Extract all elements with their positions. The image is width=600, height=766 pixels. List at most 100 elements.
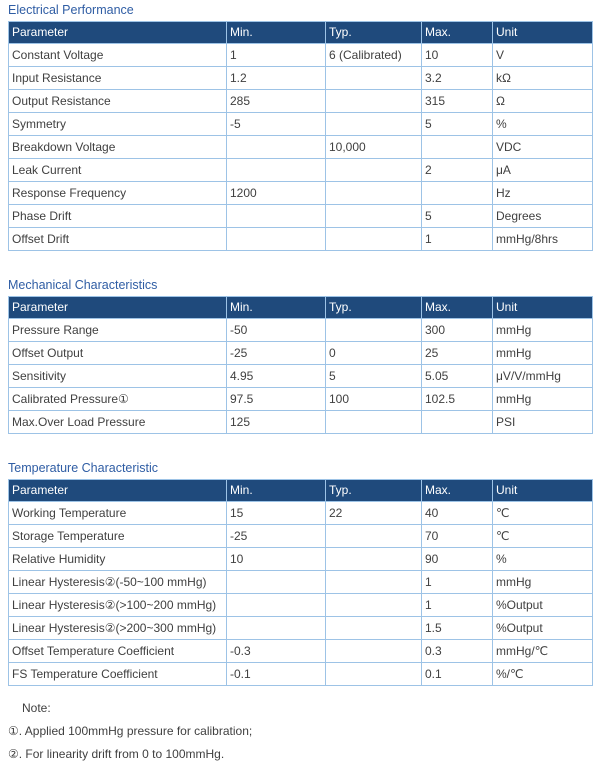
parameter-cell: Offset Output <box>8 341 227 365</box>
value-cell: 2 <box>421 158 493 182</box>
column-header-parameter: Parameter <box>8 479 227 502</box>
value-cell <box>226 204 326 228</box>
value-cell: 90 <box>421 547 493 571</box>
value-cell <box>325 318 422 342</box>
value-cell: 5 <box>325 364 422 388</box>
section-title: Temperature Characteristic <box>8 461 159 475</box>
value-cell: Degrees <box>492 204 593 228</box>
table-row: Sensitivity 4.95 5 5.05 μV/V/mmHg <box>8 364 593 388</box>
table-row: Symmetry -5 5% <box>8 112 593 136</box>
table-row: Response Frequency 1200 Hz <box>8 181 593 205</box>
column-header-typ: Typ. <box>325 479 422 502</box>
parameter-cell: Constant Voltage <box>8 43 227 67</box>
parameter-cell: Phase Drift <box>8 204 227 228</box>
section-title: Electrical Performance <box>8 3 134 17</box>
value-cell: μA <box>492 158 593 182</box>
value-cell: %Output <box>492 593 593 617</box>
value-cell: 4.95 <box>226 364 326 388</box>
value-cell: ℃ <box>492 524 593 548</box>
value-cell <box>325 89 422 113</box>
note-item-1: ①. Applied 100mmHg pressure for calibrat… <box>8 724 253 738</box>
table-row: FS Temperature Coefficient -0.1 0.1 %/℃ <box>8 662 593 686</box>
parameter-cell: Working Temperature <box>8 501 227 525</box>
value-cell <box>325 112 422 136</box>
parameter-cell: Linear Hysteresis②(>200~300 mmHg) <box>8 616 227 640</box>
value-cell <box>421 135 493 159</box>
table-row: Input Resistance 1.2 3.2 kΩ <box>8 66 593 90</box>
value-cell: V <box>492 43 593 67</box>
value-cell: mmHg/8hrs <box>492 227 593 251</box>
value-cell: 6 (Calibrated) <box>325 43 422 67</box>
value-cell: 0 <box>325 341 422 365</box>
value-cell: % <box>492 547 593 571</box>
value-cell <box>325 410 422 434</box>
table-row: Pressure Range -50 300 mmHg <box>8 318 593 342</box>
table-row: Phase Drift 5 Degrees <box>8 204 593 228</box>
value-cell: -25 <box>226 524 326 548</box>
parameter-cell: Breakdown Voltage <box>8 135 227 159</box>
value-cell: 102.5 <box>421 387 493 411</box>
table-row: Constant Voltage 1 6 (Calibrated) 10 V <box>8 43 593 67</box>
column-header-typ: Typ. <box>325 296 422 319</box>
value-cell: 1 <box>421 593 493 617</box>
value-cell: VDC <box>492 135 593 159</box>
value-cell <box>325 616 422 640</box>
value-cell: % <box>492 112 593 136</box>
value-cell: -0.1 <box>226 662 326 686</box>
table-row: Relative Humidity 10 90% <box>8 547 593 571</box>
parameter-cell: Sensitivity <box>8 364 227 388</box>
value-cell <box>325 66 422 90</box>
value-cell <box>325 227 422 251</box>
value-cell: mmHg <box>492 341 593 365</box>
value-cell: 1200 <box>226 181 326 205</box>
table-header-row: Parameter Min. Typ. Max. Unit <box>8 296 593 319</box>
table-row: Offset Output -25 0 25 mmHg <box>8 341 593 365</box>
parameter-cell: Storage Temperature <box>8 524 227 548</box>
value-cell: mmHg <box>492 318 593 342</box>
table-row: Linear Hysteresis②(>200~300 mmHg) 1.5 %Out… <box>8 616 593 640</box>
column-header-unit: Unit <box>492 479 593 502</box>
value-cell <box>226 158 326 182</box>
value-cell: 1.5 <box>421 616 493 640</box>
table-row: Leak Current 2 μA <box>8 158 593 182</box>
temperature-characteristic-table: Parameter Min. Typ. Max. Unit Working Te… <box>8 479 593 686</box>
column-header-max: Max. <box>421 479 493 502</box>
value-cell: 1 <box>226 43 326 67</box>
value-cell <box>226 227 326 251</box>
value-cell <box>325 524 422 548</box>
mechanical-characteristics-table: Parameter Min. Typ. Max. Unit Pressure R… <box>8 296 593 434</box>
value-cell: %Output <box>492 616 593 640</box>
parameter-cell: Pressure Range <box>8 318 227 342</box>
parameter-cell: Symmetry <box>8 112 227 136</box>
value-cell: 285 <box>226 89 326 113</box>
value-cell: 25 <box>421 341 493 365</box>
column-header-typ: Typ. <box>325 21 422 44</box>
parameter-cell: Calibrated Pressure① <box>8 387 227 411</box>
electrical-performance-table: Parameter Min. Typ. Max. Unit Constant V… <box>8 21 593 251</box>
table-row: Linear Hysteresis②(>100~200 mmHg) 1 %Outpu… <box>8 593 593 617</box>
value-cell: 10,000 <box>325 135 422 159</box>
value-cell: mmHg <box>492 570 593 594</box>
table-header-row: Parameter Min. Typ. Max. Unit <box>8 21 593 44</box>
value-cell: 0.3 <box>421 639 493 663</box>
value-cell <box>226 570 326 594</box>
value-cell: 5 <box>421 112 493 136</box>
value-cell <box>325 639 422 663</box>
parameter-cell: FS Temperature Coefficient <box>8 662 227 686</box>
column-header-parameter: Parameter <box>8 21 227 44</box>
value-cell: -0.3 <box>226 639 326 663</box>
value-cell: ℃ <box>492 501 593 525</box>
value-cell: Ω <box>492 89 593 113</box>
parameter-cell: Leak Current <box>8 158 227 182</box>
column-header-max: Max. <box>421 296 493 319</box>
value-cell <box>325 204 422 228</box>
parameter-cell: Linear Hysteresis②(>100~200 mmHg) <box>8 593 227 617</box>
section-temperature-characteristic: Temperature Characteristic Parameter Min… <box>8 461 593 686</box>
value-cell <box>325 181 422 205</box>
column-header-min: Min. <box>226 296 326 319</box>
value-cell: 10 <box>421 43 493 67</box>
value-cell: -5 <box>226 112 326 136</box>
section-electrical-performance: Electrical Performance Parameter Min. Ty… <box>8 3 593 251</box>
value-cell <box>421 410 493 434</box>
value-cell: 100 <box>325 387 422 411</box>
